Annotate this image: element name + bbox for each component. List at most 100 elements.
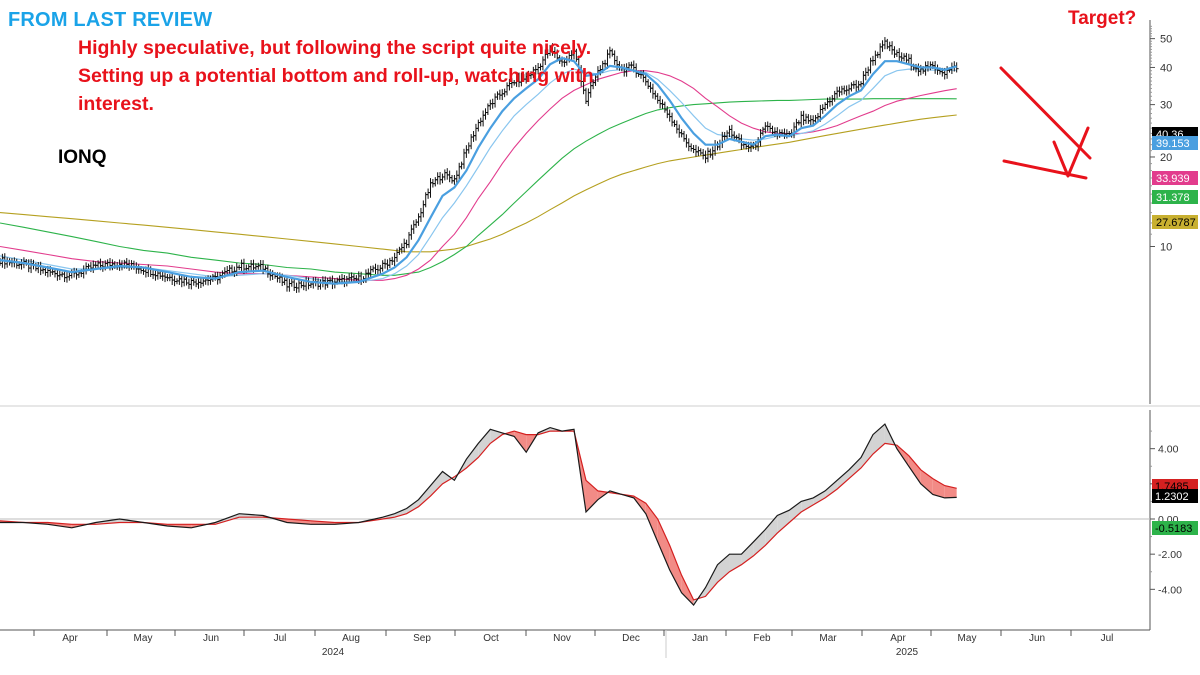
- osc-fill-up: [490, 429, 503, 444]
- price-axis-label-30: 30: [1160, 100, 1172, 112]
- osc-fill-down: [645, 503, 658, 542]
- osc-axis-label-4: -4.00: [1158, 584, 1182, 596]
- price-bar: [806, 114, 811, 124]
- price-bar: [442, 169, 447, 181]
- price-bar: [249, 260, 254, 272]
- price-bar: [428, 178, 433, 198]
- price-bar: [184, 276, 189, 286]
- price-bar: [414, 219, 419, 228]
- price-bar: [469, 134, 474, 150]
- osc-fill-down: [908, 455, 921, 484]
- price-bar: [406, 231, 411, 248]
- price-bar: [854, 79, 859, 93]
- month-label-apr-12: Apr: [890, 633, 906, 644]
- price-bar: [667, 109, 672, 122]
- osc-fill-up: [729, 554, 742, 572]
- price-bar: [696, 146, 701, 157]
- osc-fill-up: [753, 529, 766, 556]
- price-bar: [873, 50, 878, 66]
- osc-fill-down: [944, 485, 957, 498]
- price-bar: [387, 257, 392, 269]
- price-bar: [894, 49, 899, 58]
- month-label-nov-7: Nov: [553, 633, 571, 644]
- price-bar: [409, 224, 414, 240]
- price-bar: [194, 278, 199, 288]
- price-bar: [672, 119, 677, 127]
- price-bar: [296, 278, 301, 293]
- month-label-feb-10: Feb: [753, 633, 771, 644]
- price-bar: [928, 61, 933, 71]
- price-bar: [464, 145, 469, 158]
- month-label-jan-9: Jan: [692, 633, 708, 644]
- price-bar: [909, 54, 914, 71]
- price-value-label-4: 27.6787: [1156, 217, 1196, 229]
- price-bar: [292, 278, 297, 292]
- price-bar: [682, 130, 687, 142]
- price-bar: [36, 262, 41, 274]
- osc-fill-up: [789, 501, 802, 523]
- price-bar: [892, 46, 897, 58]
- price-bar: [612, 50, 617, 65]
- annotation-lower-trendline: [1002, 159, 1088, 180]
- price-bar: [74, 268, 79, 280]
- year-label-2024: 2024: [322, 647, 345, 658]
- osc-fill-up: [394, 508, 407, 518]
- price-bar: [703, 150, 708, 164]
- month-label-jul-15: Jul: [1101, 633, 1114, 644]
- price-bar: [426, 188, 431, 199]
- price-bar: [404, 239, 409, 249]
- price-bar: [435, 172, 440, 185]
- price-bar: [57, 270, 62, 281]
- price-bar: [146, 264, 151, 277]
- osc-fill-up: [765, 515, 778, 546]
- price-bar: [801, 110, 806, 126]
- price-bar: [246, 264, 251, 272]
- price-bar: [715, 141, 720, 151]
- price-bar: [882, 37, 887, 50]
- price-value-label-bg-2: [1152, 171, 1198, 185]
- price-bar: [282, 277, 287, 286]
- analyst-note: Highly speculative, but following the sc…: [78, 37, 594, 115]
- price-bar: [5, 257, 10, 268]
- price-bar: [708, 148, 713, 158]
- price-bar: [268, 269, 273, 281]
- price-bar: [172, 275, 177, 287]
- price-bar: [693, 144, 698, 157]
- price-bar: [304, 276, 309, 292]
- price-axis-label-40: 40: [1160, 62, 1172, 74]
- price-bar: [859, 81, 863, 88]
- price-bar: [450, 174, 455, 184]
- price-bar: [196, 277, 201, 289]
- price-bar: [433, 177, 438, 187]
- ma-olive-line: [0, 114, 957, 253]
- osc-fill-up: [705, 564, 718, 597]
- osc-value-label-bg-2: [1152, 521, 1198, 535]
- price-bar: [842, 85, 847, 95]
- price-bar: [445, 168, 450, 180]
- osc-fill-down: [920, 469, 933, 495]
- osc-fill-up: [861, 434, 873, 469]
- price-bar: [887, 41, 892, 52]
- price-bar: [447, 170, 452, 183]
- price-bar: [127, 259, 132, 271]
- price-bar: [191, 276, 196, 286]
- osc-fill-up: [741, 541, 754, 565]
- month-label-may-1: May: [134, 633, 153, 644]
- price-bar: [186, 278, 191, 289]
- price-bar: [371, 265, 376, 273]
- price-bars: [0, 37, 959, 293]
- year-label-2025: 2025: [896, 647, 919, 658]
- price-bar: [698, 148, 703, 156]
- price-bar: [349, 272, 354, 283]
- price-bar: [768, 122, 773, 133]
- price-bar: [368, 265, 373, 278]
- price-bar: [904, 52, 909, 64]
- osc-fill-up: [825, 480, 838, 498]
- price-bar: [459, 161, 464, 170]
- price-bar: [770, 125, 775, 136]
- price-bar: [655, 93, 660, 104]
- price-bar: [710, 146, 715, 160]
- price-bar: [863, 67, 868, 81]
- month-label-dec-8: Dec: [622, 633, 640, 644]
- osc-fill-down: [585, 480, 598, 512]
